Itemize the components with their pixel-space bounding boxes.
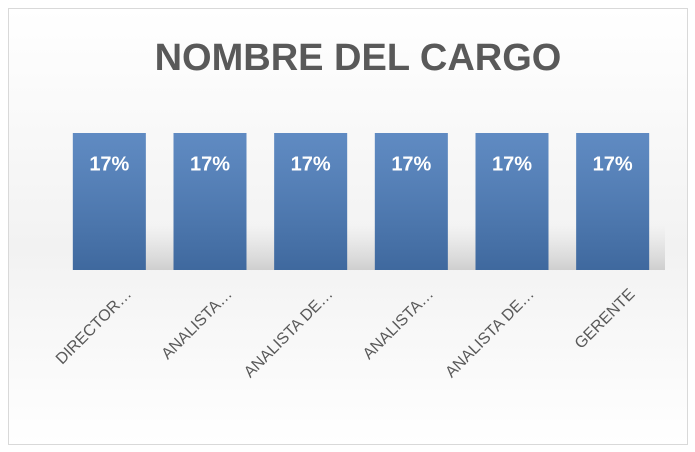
data-label: 17%	[492, 153, 532, 175]
bar-shade	[475, 133, 549, 270]
bar-shade	[274, 133, 348, 270]
data-label: 17%	[291, 153, 331, 175]
chart-title: NOMBRE DEL CARGO	[155, 37, 562, 79]
bar-shade	[173, 133, 247, 270]
data-label: 17%	[593, 153, 633, 175]
bar-shade	[374, 133, 448, 270]
data-label: 17%	[190, 153, 230, 175]
bar-shade	[576, 133, 650, 270]
data-label: 17%	[89, 153, 129, 175]
data-label: 17%	[391, 153, 431, 175]
floor-shadow	[75, 225, 665, 270]
bar-shade	[72, 133, 146, 270]
